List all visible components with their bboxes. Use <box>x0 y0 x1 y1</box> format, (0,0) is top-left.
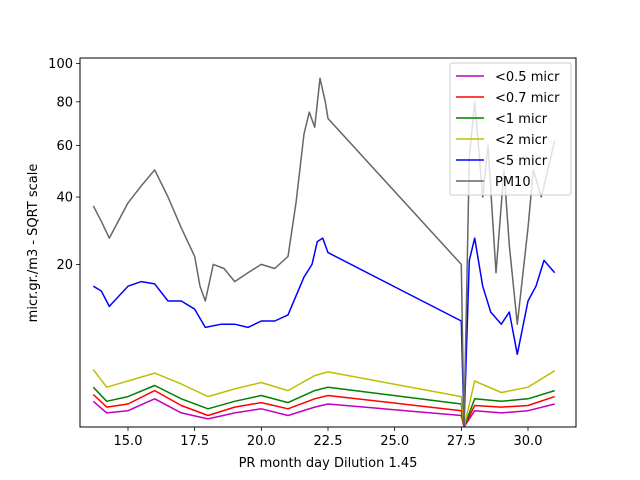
series-line-3 <box>92 369 556 427</box>
y-tick-label: 100 <box>48 57 73 72</box>
legend-label: <5 micr <box>495 154 548 169</box>
x-tick-label: 17.5 <box>180 434 209 449</box>
y-tick-label: 80 <box>56 95 73 110</box>
x-tick-label: 27.5 <box>447 434 476 449</box>
x-tick-label: 15.0 <box>114 434 143 449</box>
y-axis-ticks: 20 40 60 80 100 <box>48 57 80 273</box>
x-tick-label: 20.0 <box>247 434 276 449</box>
series-line-0 <box>92 398 555 427</box>
legend-label: <0.7 micr <box>495 91 560 106</box>
legend: <0.5 micr <0.7 micr <1 micr <2 micr <5 micr P… <box>449 62 572 196</box>
y-axis-label: micr.gr./m3 - SQRT scale <box>26 164 41 323</box>
y-tick-label: 40 <box>56 191 73 206</box>
legend-label: <0.5 micr <box>495 70 560 85</box>
y-tick-label: 60 <box>56 139 73 154</box>
legend-box <box>449 62 572 196</box>
legend-label: PM10 <box>495 175 531 190</box>
x-tick-label: 25.0 <box>380 434 409 449</box>
series-line-1 <box>92 389 555 427</box>
x-axis-ticks: 15.0 17.5 20.0 22.5 25.0 27.5 30.0 <box>114 427 543 449</box>
x-tick-label: 30.0 <box>514 434 543 449</box>
series-line-4 <box>92 237 556 427</box>
series-line-2 <box>92 384 555 427</box>
series-lines <box>92 77 556 427</box>
x-axis-label: PR month day Dilution 1.45 <box>239 456 418 471</box>
legend-label: <2 micr <box>495 133 548 148</box>
y-tick-label: 20 <box>56 258 73 273</box>
x-tick-label: 22.5 <box>314 434 343 449</box>
series-line-5 <box>92 77 556 427</box>
legend-label: <1 micr <box>495 112 548 127</box>
